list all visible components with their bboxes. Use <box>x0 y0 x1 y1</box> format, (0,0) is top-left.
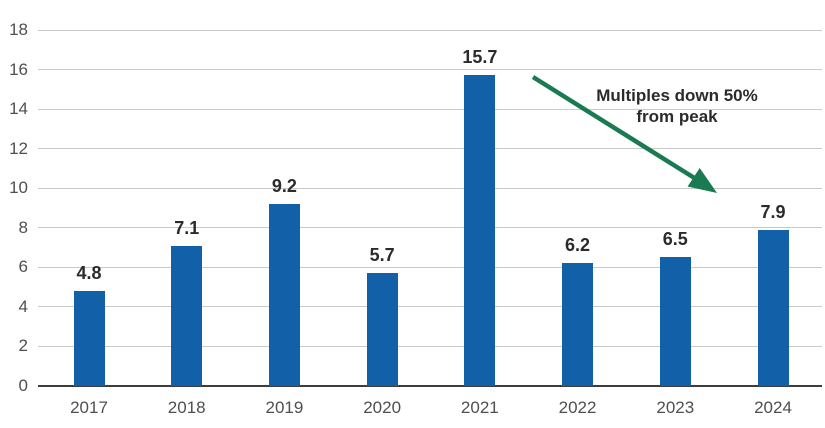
y-tick-label-18: 18 <box>9 20 28 39</box>
bar-value-label-2019: 9.2 <box>271 176 297 197</box>
y-tick-label-10: 10 <box>9 178 28 198</box>
bar-2020 <box>366 273 398 386</box>
bar-value-label-2018: 7.1 <box>174 217 200 238</box>
x-tick-label-2021: 2021 <box>460 398 499 417</box>
gridline-14 <box>38 108 822 110</box>
bar-value-label-2024: 7.9 <box>760 201 786 222</box>
bar-2024 <box>757 229 789 386</box>
gridline-0 <box>38 385 822 387</box>
bar-2019 <box>268 204 300 386</box>
y-tick-label-12: 12 <box>9 138 28 158</box>
gridline-10 <box>38 187 822 189</box>
annotation-line-2: from peak <box>636 107 718 126</box>
gridline-2 <box>38 345 822 347</box>
x-tick-label-2024: 2024 <box>754 398 792 417</box>
annotation-line-1: Multiples down 50% <box>596 86 758 105</box>
annotation-text: Multiples down 50% from peak <box>566 85 788 127</box>
gridline-4 <box>38 306 822 308</box>
y-tick-label-8: 8 <box>18 217 28 237</box>
bar-2021 <box>464 75 496 386</box>
bar-2018 <box>171 245 203 386</box>
bar-value-label-2021: 15.7 <box>462 47 498 68</box>
gridline-12 <box>38 148 822 150</box>
y-tick-label-14: 14 <box>9 99 28 119</box>
bar-2023 <box>659 257 691 386</box>
gridline-8 <box>38 227 822 229</box>
x-tick-label-2019: 2019 <box>265 398 304 417</box>
gridline-16 <box>38 69 822 71</box>
bar-2017 <box>73 291 105 386</box>
bar-value-label-2023: 6.5 <box>662 229 688 250</box>
bar-2022 <box>562 263 594 386</box>
y-tick-label-2: 2 <box>18 336 28 356</box>
gridline-18 <box>38 29 822 31</box>
bar-value-label-2020: 5.7 <box>369 245 395 266</box>
bar-value-label-2017: 4.8 <box>76 263 102 284</box>
x-tick-label-2023: 2023 <box>656 398 695 417</box>
y-tick-label-4: 4 <box>18 296 28 316</box>
x-tick-label-2018: 2018 <box>167 398 206 417</box>
x-tick-label-2022: 2022 <box>558 398 597 417</box>
gridline-6 <box>38 266 822 268</box>
x-tick-label-2017: 2017 <box>70 398 108 417</box>
arrow-head-icon <box>687 168 717 193</box>
y-tick-label-6: 6 <box>18 257 28 277</box>
y-tick-label-0: 0 <box>18 376 28 395</box>
x-tick-label-2020: 2020 <box>363 398 402 417</box>
bar-value-label-2022: 6.2 <box>565 235 591 256</box>
y-tick-label-16: 16 <box>9 59 28 79</box>
